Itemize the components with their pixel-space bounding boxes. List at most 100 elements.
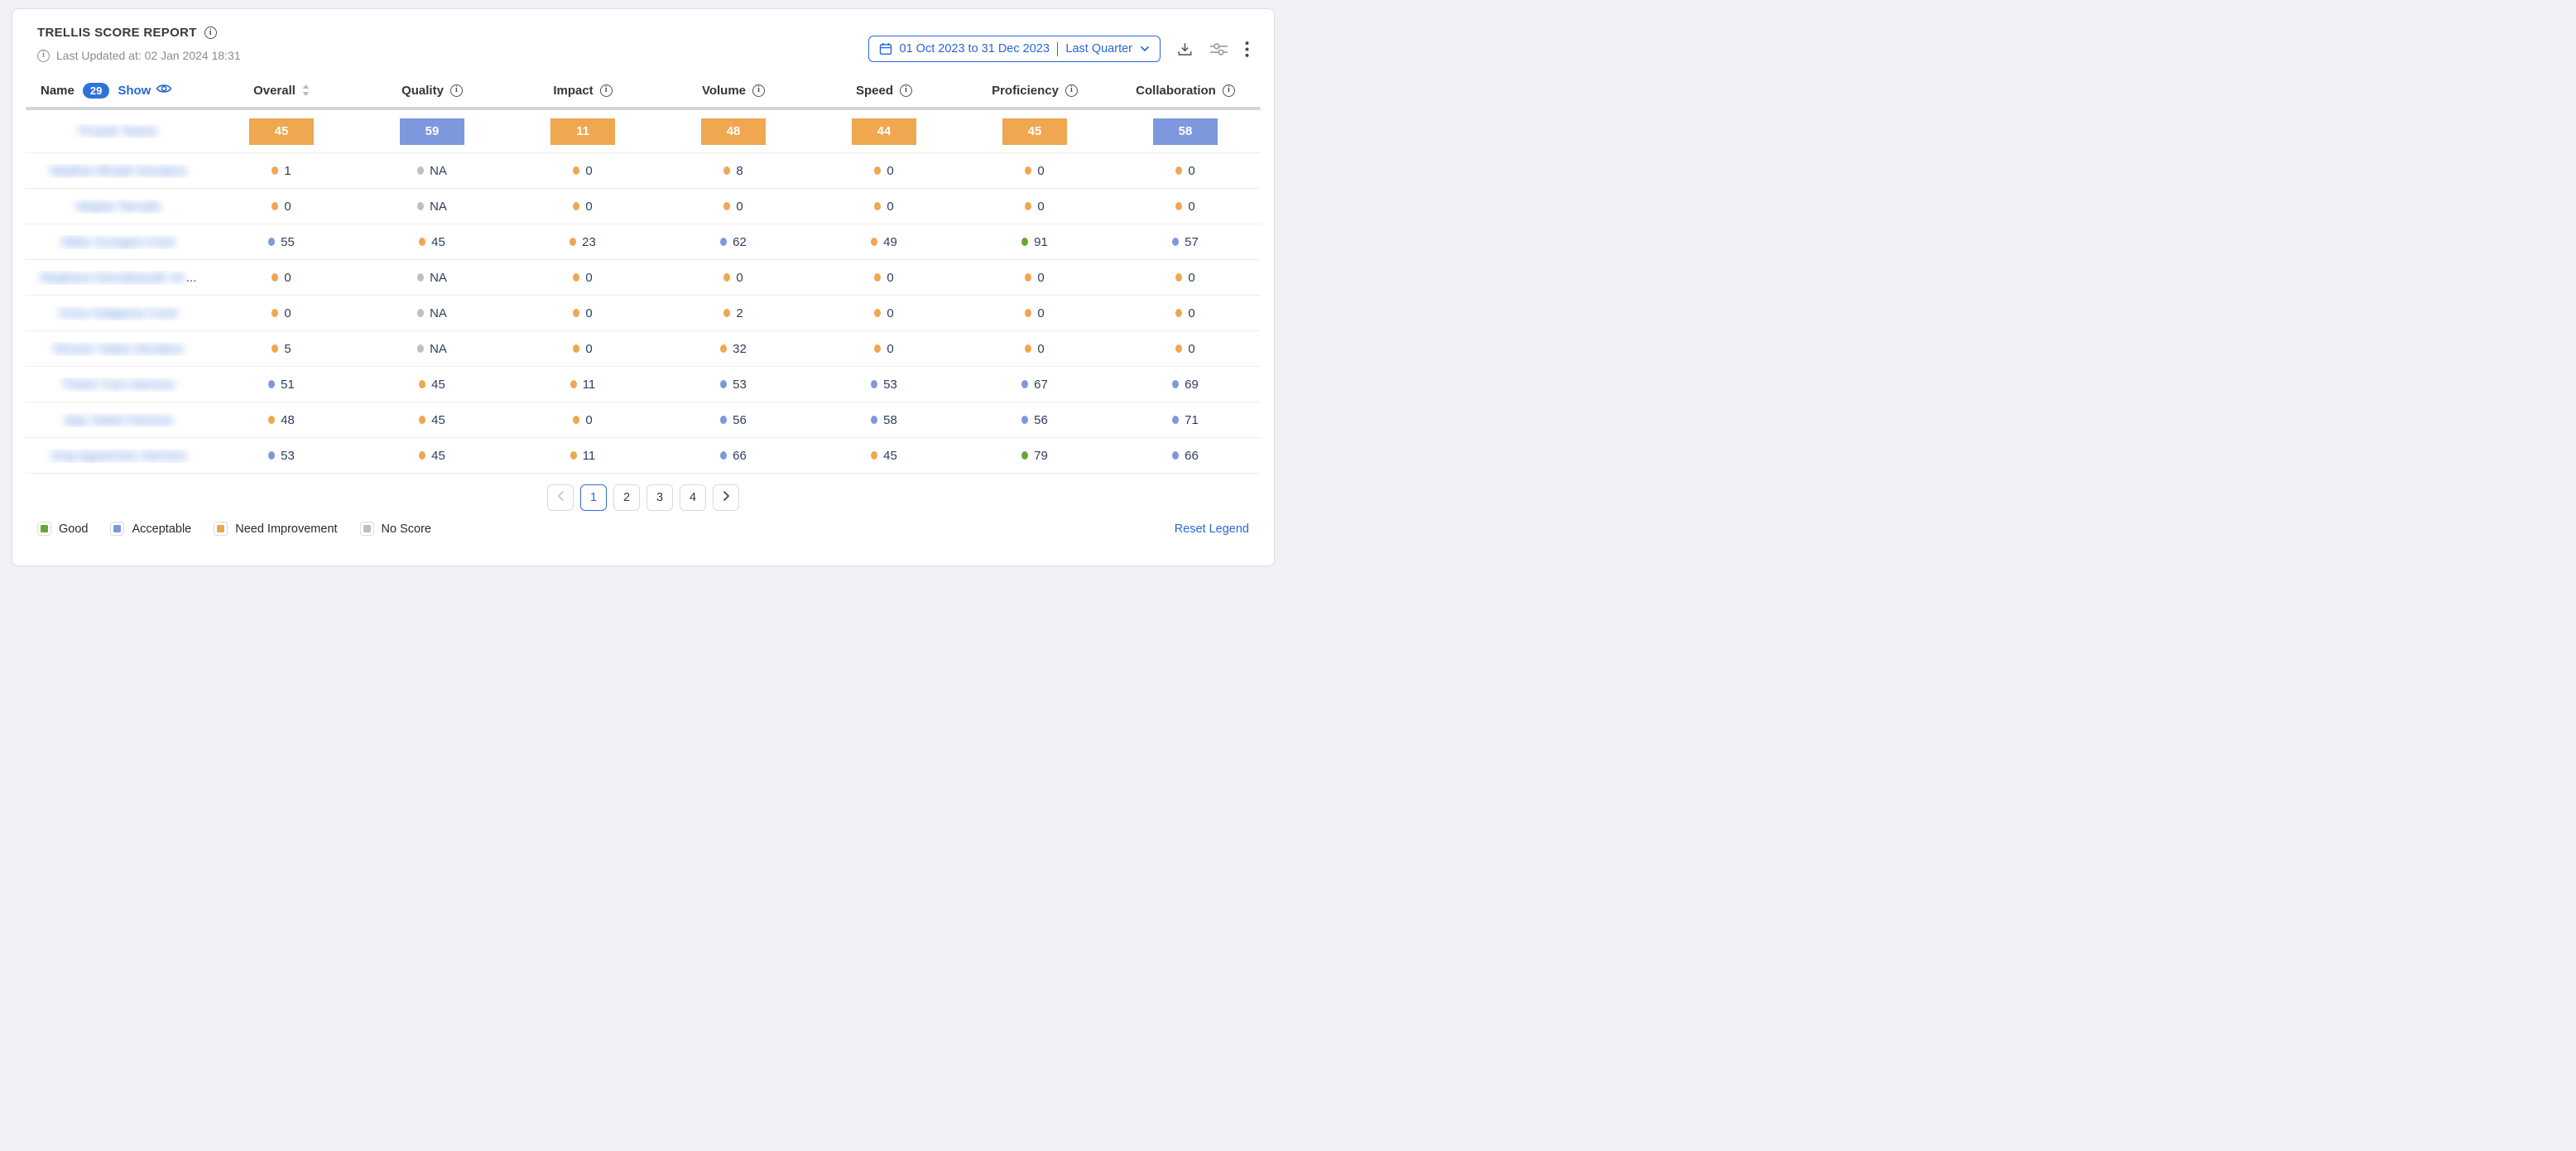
- show-names-toggle[interactable]: Show: [118, 83, 172, 98]
- score-value: 2: [736, 306, 743, 320]
- name-cell: Meghana Deerakanath Ve...: [26, 271, 206, 285]
- score-dot: [1175, 309, 1183, 317]
- score-value: 91: [1034, 234, 1048, 249]
- score-value: 0: [585, 270, 593, 285]
- member-name-link[interactable]: Viraj Agyanchar Harness: [50, 448, 187, 463]
- score-value: 45: [431, 412, 445, 427]
- member-name-link[interactable]: Proyek Teams: [79, 124, 158, 138]
- score-cell: 0: [658, 271, 809, 285]
- info-icon[interactable]: i: [599, 84, 613, 97]
- last-updated-text: Last Updated at: 02 Jan 2024 18:31: [56, 49, 241, 62]
- score-dot: [1175, 344, 1183, 353]
- legend-item-need-improvement[interactable]: Need Improvement: [214, 522, 338, 536]
- score-value: 0: [1188, 341, 1195, 356]
- member-name-link[interactable]: Meghana Deerakanath Ve: [40, 270, 185, 285]
- score-cell: 0: [507, 271, 658, 285]
- member-name-link[interactable]: Megha Tarrada: [76, 199, 161, 214]
- score-cell: 91: [959, 235, 1110, 249]
- pagination-page-4[interactable]: 4: [680, 484, 706, 511]
- reset-legend-link[interactable]: Reset Legend: [1174, 522, 1249, 536]
- member-name-link[interactable]: Shivani Yadav Devdans: [53, 341, 184, 356]
- score-cell: 57: [1110, 235, 1261, 249]
- score-cell: 0: [507, 164, 658, 178]
- table-row: Shivani Yadav Devdans 5 NA 0 32 0 0 0: [26, 331, 1261, 367]
- info-icon[interactable]: i: [752, 84, 766, 97]
- score-dot: [1025, 344, 1032, 353]
- score-value: 0: [887, 306, 894, 320]
- info-icon[interactable]: i: [900, 84, 912, 97]
- legend-swatch: [214, 522, 228, 536]
- kebab-menu-icon[interactable]: [1245, 41, 1249, 57]
- member-name-link[interactable]: Thanh Tran Harness: [61, 377, 175, 392]
- score-dot: [573, 309, 580, 317]
- score-cell: 0: [507, 200, 658, 214]
- score-value: 0: [585, 412, 593, 427]
- download-icon[interactable]: [1177, 41, 1193, 57]
- score-cell: NA: [357, 271, 507, 285]
- column-header-overall[interactable]: Overall: [206, 84, 357, 98]
- pagination-next-button[interactable]: [713, 484, 739, 511]
- date-range-button[interactable]: 01 Oct 2023 to 31 Dec 2023 Last Quarter: [867, 36, 1161, 62]
- score-dot: [268, 238, 276, 246]
- score-cell: 56: [658, 413, 809, 427]
- pagination-page-2[interactable]: 2: [613, 484, 640, 511]
- member-name-link[interactable]: Ajay Saket Harness: [64, 412, 173, 427]
- pagination-page-1[interactable]: 1: [580, 484, 607, 511]
- score-dot: [417, 273, 425, 282]
- date-divider: [1056, 41, 1059, 56]
- score-value: 0: [585, 306, 593, 320]
- date-range-text: 01 Oct 2023 to 31 Dec 2023: [899, 42, 1050, 55]
- sliders-icon[interactable]: [1209, 42, 1228, 56]
- score-cell: 11: [507, 378, 658, 392]
- member-name-link[interactable]: Krina Vadgama Crest: [59, 306, 178, 320]
- score-cell: 32: [658, 342, 809, 356]
- score-dot: [1025, 166, 1032, 175]
- score-value: 53: [733, 377, 747, 392]
- score-dot: [874, 309, 882, 317]
- score-value: 48: [281, 412, 295, 427]
- pagination-page-3[interactable]: 3: [646, 484, 673, 511]
- name-header-label: Name: [41, 83, 74, 98]
- name-cell: Viraj Agyanchar Harness: [26, 449, 206, 463]
- member-name-link[interactable]: Milan Sunagra Crest: [61, 234, 175, 249]
- score-dot: [1025, 273, 1032, 282]
- score-cell: 45: [959, 118, 1110, 145]
- score-cell: 0: [1110, 306, 1261, 320]
- name-cell: Megha Tarrada: [26, 200, 206, 214]
- name-column-header: Name 29 Show: [26, 82, 206, 99]
- column-label: Overall: [253, 83, 296, 98]
- score-value: 0: [1188, 306, 1195, 320]
- score-dot: [723, 309, 731, 317]
- member-name-link[interactable]: Madhav Bhadri Devdans: [50, 163, 187, 178]
- score-cell: 0: [959, 271, 1110, 285]
- legend-item-acceptable[interactable]: Acceptable: [110, 522, 191, 536]
- score-cell: 62: [658, 235, 809, 249]
- legend-item-no-score[interactable]: No Score: [359, 522, 431, 536]
- score-dot: [1172, 416, 1180, 424]
- legend-items: Good Acceptable Need Improvement No Score: [37, 522, 431, 536]
- name-cell: Shivani Yadav Devdans: [26, 342, 206, 356]
- score-dot: [268, 380, 276, 388]
- score-value: 0: [1037, 306, 1045, 320]
- chevron-down-icon: [1140, 46, 1150, 52]
- info-icon[interactable]: i: [449, 84, 463, 97]
- score-value: NA: [430, 341, 447, 356]
- sort-icon[interactable]: [302, 84, 310, 96]
- score-bar: 59: [400, 118, 464, 145]
- score-dot: [417, 344, 425, 353]
- info-icon[interactable]: i: [1065, 84, 1078, 97]
- legend-item-good[interactable]: Good: [37, 522, 88, 536]
- pagination-prev-button[interactable]: [547, 484, 574, 511]
- score-cell: 0: [206, 271, 357, 285]
- column-label: Speed: [855, 83, 893, 98]
- score-cell: 56: [959, 413, 1110, 427]
- score-dot: [417, 166, 425, 175]
- score-cell: 0: [1110, 200, 1261, 214]
- score-cell: 0: [658, 200, 809, 214]
- title-info-icon[interactable]: i: [204, 26, 217, 39]
- score-cell: 66: [658, 449, 809, 463]
- column-header-speed: Speed i: [809, 84, 959, 98]
- score-cell: 58: [1110, 118, 1261, 145]
- info-icon[interactable]: i: [1222, 84, 1235, 97]
- score-cell: 48: [658, 118, 809, 145]
